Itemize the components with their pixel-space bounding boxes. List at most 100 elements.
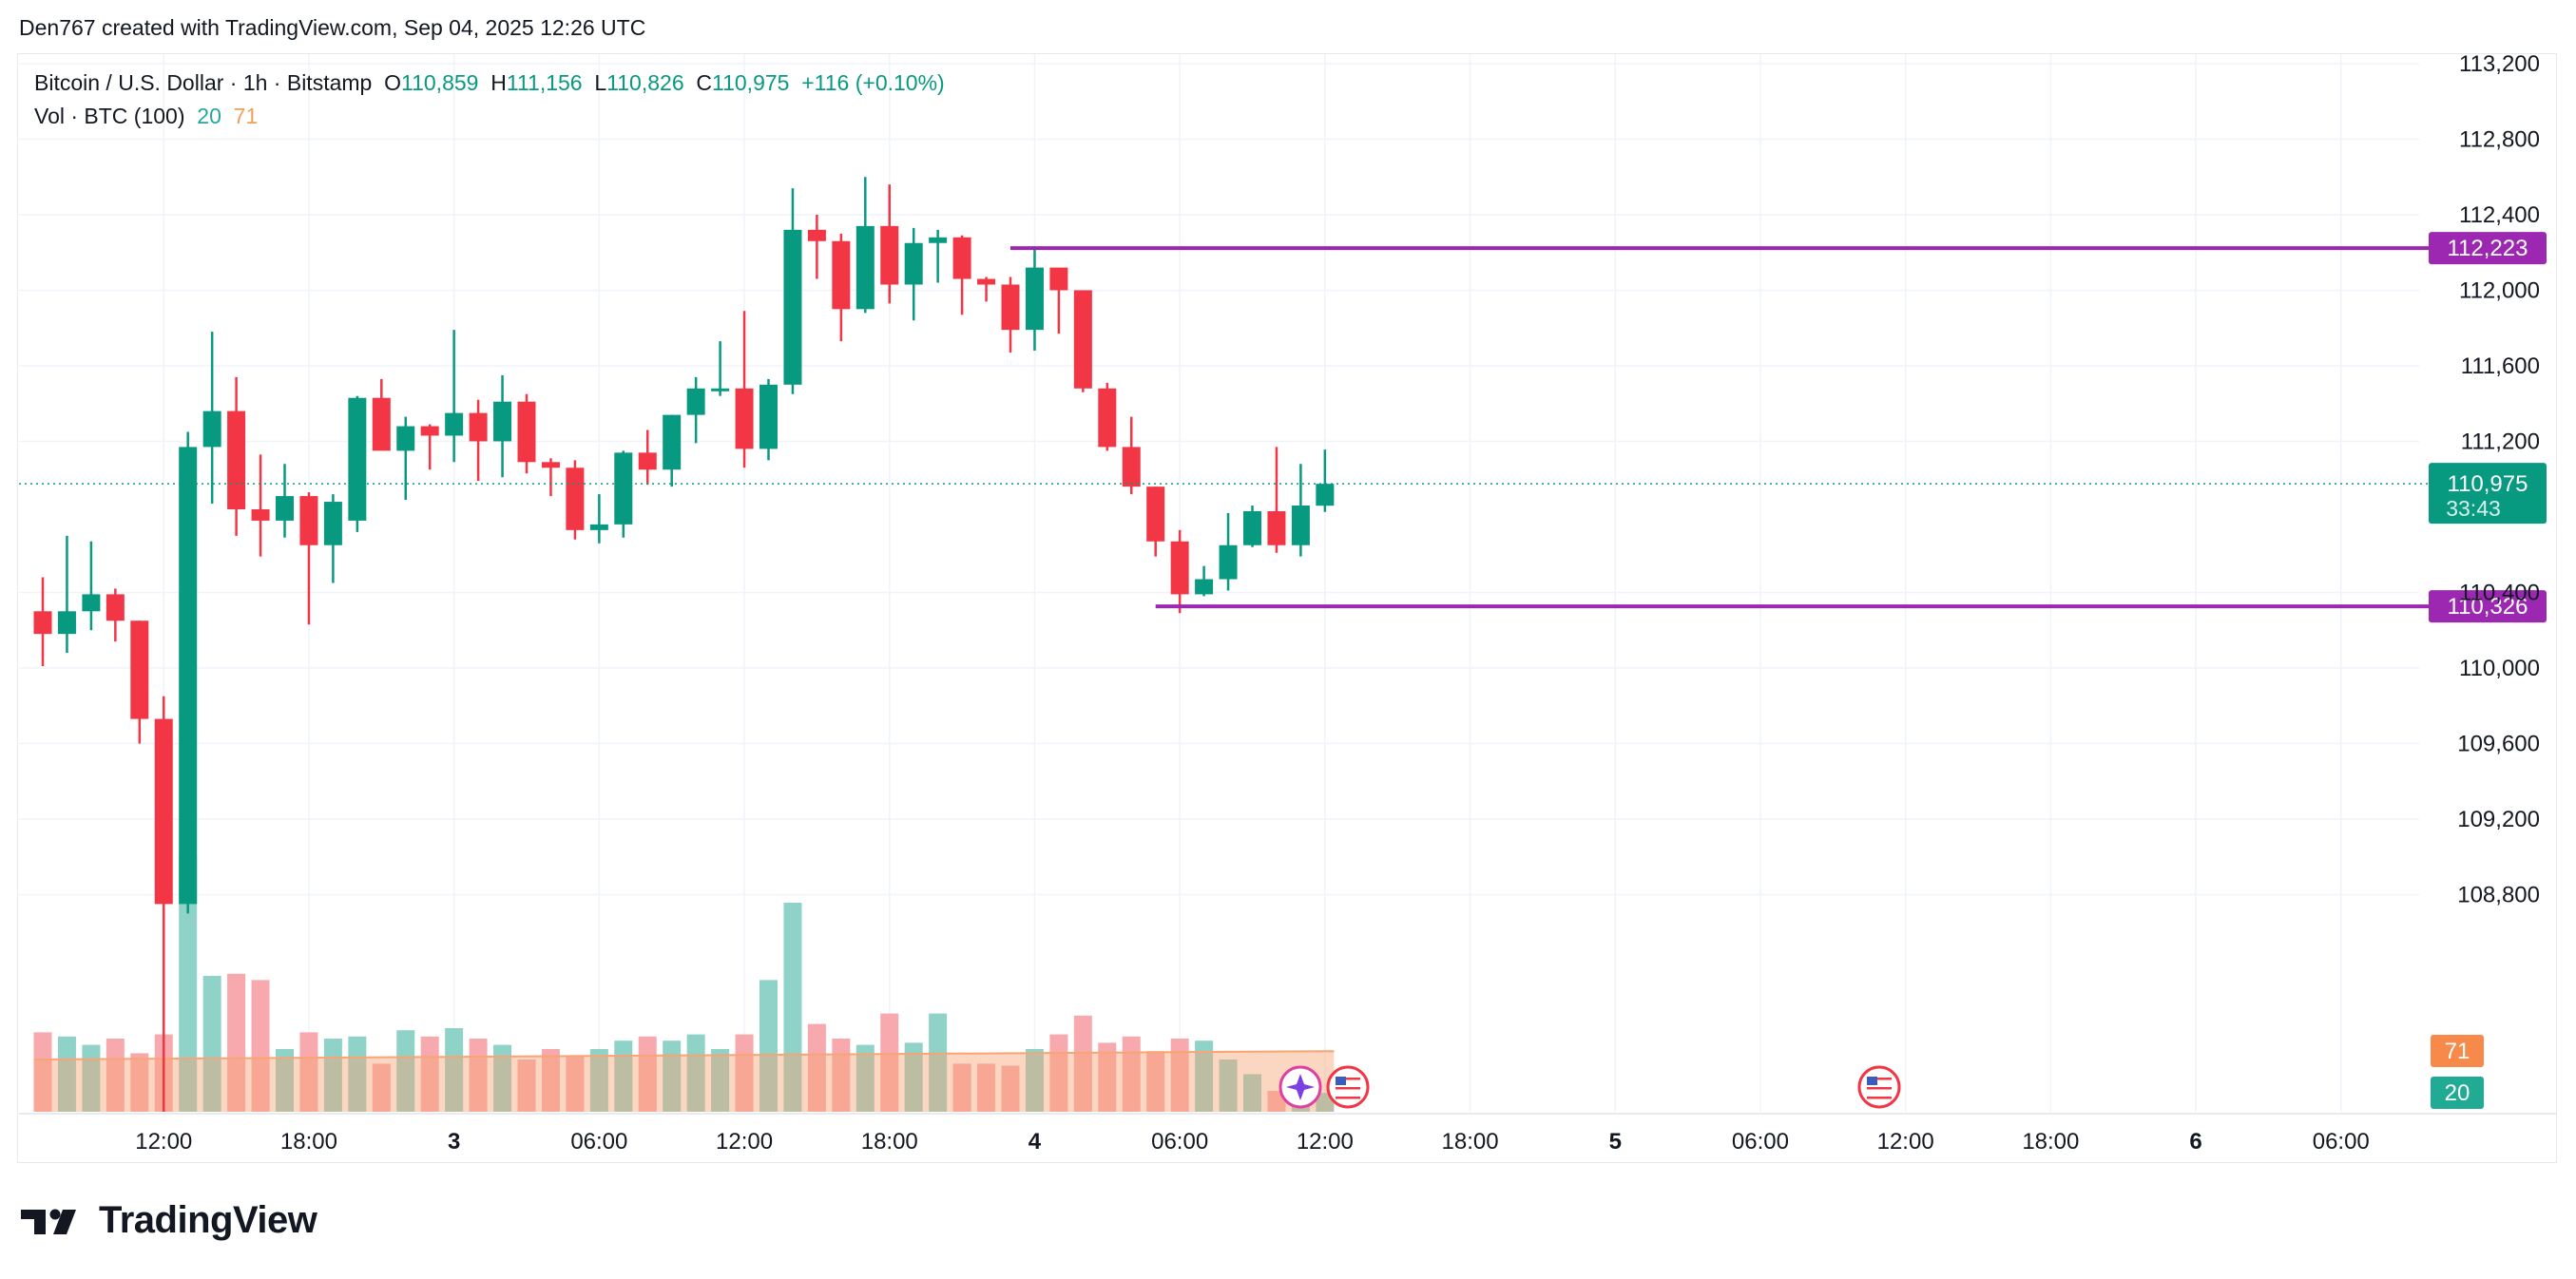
volume-bar [227, 973, 246, 1112]
candle-body [276, 496, 294, 521]
volume-bar [663, 1040, 682, 1112]
x-tick-label: 4 [1028, 1129, 1042, 1155]
flag-stripe [1867, 1078, 1892, 1080]
x-tick-label: 18:00 [861, 1129, 918, 1155]
volume-bar [541, 1049, 560, 1112]
candle-body [807, 229, 826, 241]
volume-value: 20 [197, 104, 221, 128]
candle-body [832, 240, 851, 310]
volume-ma-tag [2431, 1035, 2484, 1067]
candle-body [711, 388, 730, 391]
candle-body [106, 594, 125, 621]
candle-body [855, 225, 875, 310]
flag-stripe [1336, 1082, 1360, 1085]
volume-bar [1146, 1051, 1165, 1112]
level-tag [2429, 590, 2547, 623]
low-key: L [594, 70, 607, 95]
low-value: 110,826 [606, 70, 684, 95]
candle-body [130, 620, 149, 719]
volume-ma-tag-label: 71 [2445, 1039, 2470, 1064]
y-tick-label: 108,800 [2457, 882, 2540, 907]
x-tick-label: 3 [448, 1129, 460, 1155]
candle-body [227, 410, 246, 509]
x-tick-label: 06:00 [2313, 1129, 2370, 1155]
candle-body [445, 412, 464, 436]
candle-body [1025, 267, 1044, 331]
x-tick-label: 18:00 [2022, 1129, 2079, 1155]
volume-bar [202, 976, 221, 1112]
candle-body [1122, 447, 1141, 487]
y-tick-label: 112,800 [2459, 126, 2540, 152]
candle-body [541, 462, 560, 468]
volume-bar [299, 1032, 318, 1112]
candle-body [1291, 506, 1310, 545]
volume-bar [783, 903, 802, 1112]
candle-body [1219, 544, 1238, 580]
y-tick-label: 111,600 [2461, 353, 2540, 379]
volume-bar [711, 1049, 730, 1112]
flag-stripe [1336, 1078, 1360, 1080]
x-tick-label: 12:00 [135, 1129, 192, 1155]
y-tick-label: 109,200 [2457, 807, 2540, 832]
volume-bar [251, 980, 270, 1112]
candle-body [299, 496, 318, 545]
volume-label[interactable]: Vol · BTC (100) [34, 104, 185, 128]
open-key: O [384, 70, 402, 95]
candle-body [1316, 484, 1335, 506]
x-tick-label: 12:00 [1877, 1129, 1934, 1155]
volume-bar [904, 1042, 923, 1112]
tradingview-logo-icon [21, 1209, 76, 1234]
volume-bar [179, 856, 198, 1112]
y-tick-label: 111,200 [2461, 429, 2540, 454]
level-label: 110,326 [2448, 594, 2528, 620]
y-tick-label: 113,200 [2459, 51, 2540, 77]
volume-ma-value: 71 [233, 104, 259, 128]
candle-body [1098, 388, 1117, 448]
candle-body [1267, 510, 1286, 545]
volume-bar [420, 1036, 439, 1112]
candle-body [372, 397, 391, 451]
volume-bar [33, 1032, 52, 1112]
candle-body [396, 426, 415, 451]
volume-bar [807, 1023, 826, 1112]
candle-body [493, 401, 512, 442]
x-tick-label: 06:00 [1732, 1129, 1789, 1155]
volume-bar [1098, 1042, 1117, 1112]
tradingview-logo[interactable]: TradingView [21, 1199, 317, 1242]
volume-bar [372, 1063, 391, 1112]
volume-bar [759, 980, 778, 1112]
flag-stripe [1336, 1097, 1360, 1099]
candle-body [469, 412, 488, 442]
candle-body [638, 452, 657, 470]
close-key: C [696, 70, 713, 95]
event-markers[interactable] [1278, 1065, 1901, 1109]
flag-stripe [1336, 1092, 1360, 1095]
us-flag-event-icon[interactable] [1326, 1065, 1370, 1109]
candle-body [82, 594, 101, 612]
volume-bar [396, 1030, 415, 1112]
level-tag [2429, 232, 2547, 265]
volume-bar [130, 1053, 149, 1112]
y-tick-label: 112,000 [2459, 277, 2540, 303]
x-tick-label: 06:00 [570, 1129, 627, 1155]
flag-canton [1336, 1077, 1346, 1085]
chart-frame [17, 53, 2557, 1163]
candle-body [1001, 284, 1020, 331]
flag-stripe [1336, 1087, 1360, 1090]
ai-sparkle-event-icon[interactable] [1278, 1065, 1322, 1109]
symbol-label[interactable]: Bitcoin / U.S. Dollar · 1h · Bitstamp [34, 70, 373, 95]
legend: Bitcoin / U.S. Dollar · 1h · Bitstamp O 1… [34, 67, 945, 133]
candle-body [952, 237, 971, 279]
x-tick-label: 18:00 [280, 1129, 337, 1155]
candle-body [1170, 541, 1189, 595]
volume-bar [1195, 1040, 1214, 1112]
us-flag-event-icon[interactable] [1857, 1065, 1901, 1109]
candle-body [1073, 290, 1092, 389]
level-label: 112,223 [2448, 236, 2528, 261]
candle-body [1146, 487, 1165, 542]
flag-stripe [1867, 1087, 1892, 1090]
volume-bar [517, 1059, 536, 1112]
volume-bar [614, 1040, 633, 1112]
volume-bar [1073, 1015, 1092, 1112]
